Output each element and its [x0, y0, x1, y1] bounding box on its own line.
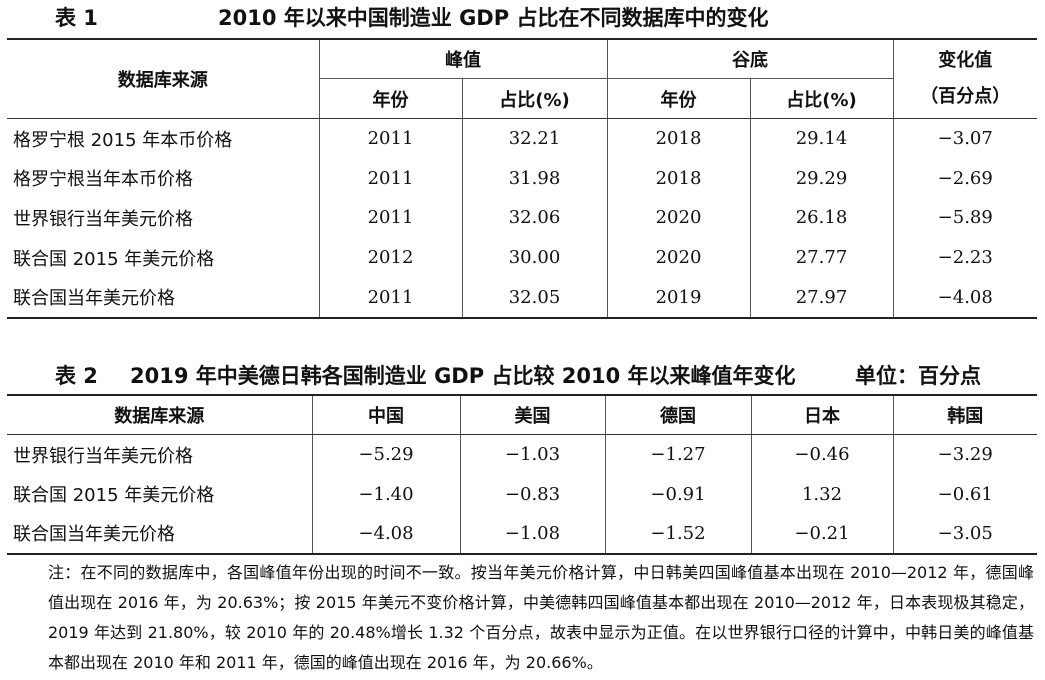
- row-source: 世界银行当年美元价格: [13, 445, 193, 467]
- table1: 数据库来源 峰值 谷底 变化值 （百分点） 年份 占比(%) 年份 占比(%) …: [7, 38, 1037, 319]
- header-trough-year: 年份: [606, 78, 750, 119]
- table-row: 格罗宁根当年本币价格 2011 31.98 2018 29.29 −2.69: [7, 158, 1037, 199]
- row-source: 联合国 2015 年美元价格: [13, 248, 215, 270]
- table1-header-row: 数据库来源 峰值 谷底 变化值 （百分点）: [7, 39, 1037, 119]
- value-korea: −3.29: [892, 434, 1037, 475]
- peak-share: 32.06: [461, 198, 607, 238]
- change-value: −4.08: [892, 277, 1037, 318]
- header-source: 数据库来源: [7, 395, 312, 435]
- table2-number: 表 2: [55, 364, 98, 388]
- table-note: 注：在不同的数据库中，各国峰值年份出现的时间不一致。按当年美元价格计算，中日韩美…: [48, 563, 1034, 672]
- peak-share: 32.21: [461, 118, 607, 159]
- trough-year: 2020: [606, 237, 750, 278]
- value-usa: −1.08: [459, 513, 605, 555]
- row-source: 格罗宁根 2015 年本币价格: [13, 129, 233, 151]
- table2-unit: 单位：百分点: [855, 364, 981, 388]
- header-trough-share: 占比(%): [749, 78, 893, 119]
- value-china: −5.29: [311, 434, 460, 475]
- table-row: 世界银行当年美元价格 −5.29 −1.03 −1.27 −0.46 −3.29: [7, 434, 1037, 475]
- value-germany: −1.52: [604, 513, 751, 555]
- table2: 数据库来源 中国 美国 德国 日本 韩国 世界银行当年美元价格 −5.29 −1…: [7, 394, 1037, 556]
- table2-title: 2019 年中美德日韩各国制造业 GDP 占比较 2010 年以来峰值年变化: [130, 364, 796, 388]
- trough-share: 27.77: [749, 237, 893, 278]
- row-source: 世界银行当年美元价格: [13, 208, 193, 230]
- value-china: −1.40: [311, 474, 460, 514]
- value-japan: −0.21: [750, 513, 893, 555]
- header-japan: 日本: [750, 395, 893, 435]
- change-value: −2.69: [892, 158, 1037, 199]
- header-korea: 韩国: [892, 395, 1037, 435]
- table1-subheader-row: 年份 占比(%) 年份 占比(%): [7, 78, 1037, 119]
- change-value: −3.07: [892, 118, 1037, 159]
- table-row: 联合国当年美元价格 2011 32.05 2019 27.97 −4.08: [7, 277, 1037, 318]
- header-peak: 峰值: [318, 39, 607, 79]
- row-source: 联合国 2015 年美元价格: [13, 485, 215, 507]
- header-china: 中国: [311, 395, 460, 435]
- value-korea: −3.05: [892, 513, 1037, 555]
- value-usa: −1.03: [459, 434, 605, 475]
- peak-share: 31.98: [461, 158, 607, 199]
- trough-year: 2019: [606, 277, 750, 318]
- peak-year: 2012: [318, 237, 462, 278]
- peak-year: 2011: [318, 277, 462, 318]
- header-peak-share: 占比(%): [461, 78, 607, 119]
- trough-share: 27.97: [749, 277, 893, 318]
- value-germany: −0.91: [604, 474, 751, 514]
- header-peak-year: 年份: [318, 78, 462, 119]
- header-change-line2: （百分点）: [920, 86, 1011, 107]
- peak-share: 30.00: [461, 237, 607, 278]
- row-source: 联合国当年美元价格: [13, 288, 175, 310]
- peak-year: 2011: [318, 158, 462, 199]
- header-change: 变化值 （百分点）: [892, 39, 1037, 119]
- change-value: −5.89: [892, 198, 1037, 238]
- header-germany: 德国: [604, 395, 751, 435]
- table-row: 格罗宁根 2015 年本币价格 2011 32.21 2018 29.14 −3…: [7, 118, 1037, 159]
- value-korea: −0.61: [892, 474, 1037, 514]
- header-change-line1: 变化值: [938, 50, 993, 71]
- trough-year: 2018: [606, 158, 750, 199]
- table-row: 联合国当年美元价格 −4.08 −1.08 −1.52 −0.21 −3.05: [7, 513, 1037, 555]
- table1-title: 2010 年以来中国制造业 GDP 占比在不同数据库中的变化: [218, 6, 769, 30]
- row-source: 格罗宁根当年本币价格: [13, 169, 193, 191]
- header-usa: 美国: [459, 395, 605, 435]
- trough-year: 2020: [606, 198, 750, 238]
- value-japan: 1.32: [750, 474, 893, 514]
- header-trough: 谷底: [606, 39, 893, 79]
- table-row: 联合国 2015 年美元价格 −1.40 −0.83 −0.91 1.32 −0…: [7, 474, 1037, 514]
- trough-share: 26.18: [749, 198, 893, 238]
- table-row: 世界银行当年美元价格 2011 32.06 2020 26.18 −5.89: [7, 198, 1037, 238]
- value-china: −4.08: [311, 513, 460, 555]
- value-germany: −1.27: [604, 434, 751, 475]
- peak-year: 2011: [318, 198, 462, 238]
- value-japan: −0.46: [750, 434, 893, 475]
- table1-number: 表 1: [55, 6, 98, 30]
- row-source: 联合国当年美元价格: [13, 524, 175, 546]
- peak-year: 2011: [318, 118, 462, 159]
- table2-header-row: 数据库来源 中国 美国 德国 日本 韩国: [7, 395, 1037, 435]
- value-usa: −0.83: [459, 474, 605, 514]
- trough-year: 2018: [606, 118, 750, 159]
- trough-share: 29.29: [749, 158, 893, 199]
- trough-share: 29.14: [749, 118, 893, 159]
- table-row: 联合国 2015 年美元价格 2012 30.00 2020 27.77 −2.…: [7, 237, 1037, 278]
- peak-share: 32.05: [461, 277, 607, 318]
- change-value: −2.23: [892, 237, 1037, 278]
- header-source: 数据库来源: [7, 39, 319, 119]
